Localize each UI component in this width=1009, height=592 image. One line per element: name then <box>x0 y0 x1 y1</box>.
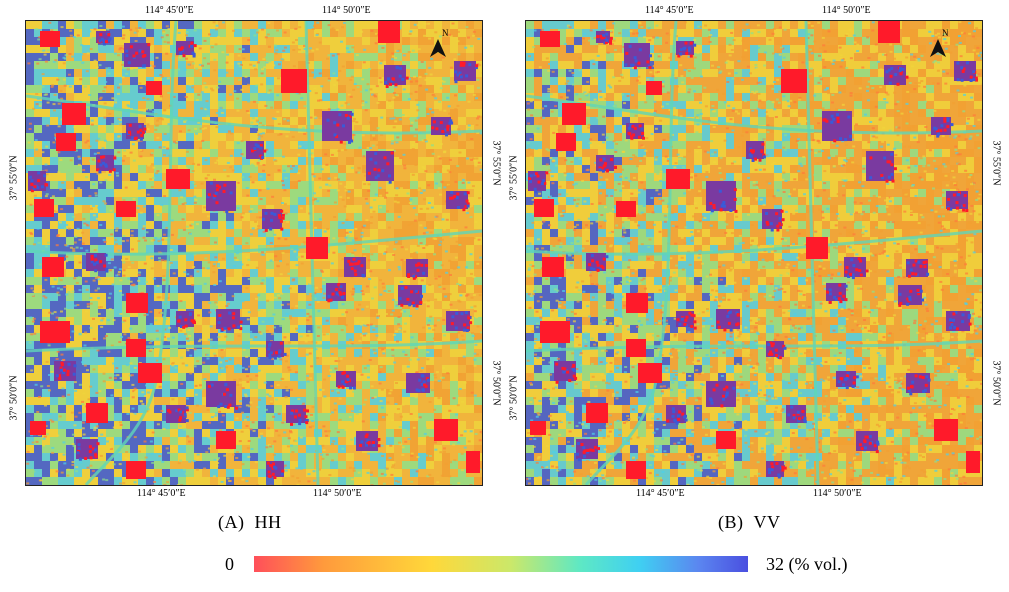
panel-a-top-tick-2: 114° 50′0″E <box>322 5 371 16</box>
panel-b-right-tick-1: 37° 55′0″N <box>990 140 1002 186</box>
raster-texture: N <box>26 21 482 485</box>
panel-b-map: N <box>525 20 983 486</box>
panel-a-left-tick-2: 37° 50′0″N <box>8 375 20 421</box>
panel-a-bottom-tick-1: 114° 45′0″E <box>137 488 186 499</box>
colorbar-max-label: 32 (% vol.) <box>766 554 848 574</box>
panel-b-caption-pol: VV <box>753 512 781 532</box>
panel-b-top-tick-2: 114° 50′0″E <box>822 5 871 16</box>
colorbar <box>254 556 748 572</box>
panel-b-caption-letter: (B) <box>718 512 744 532</box>
panel-a-right-tick-2: 37° 50′0″N <box>490 360 502 406</box>
panel-b-bottom-tick-1: 114° 45′0″E <box>636 488 685 499</box>
panel-b-caption: (B) VV <box>718 512 781 533</box>
panel-b-top-tick-1: 114° 45′0″E <box>645 5 694 16</box>
panel-b-left-tick-1: 37° 55′0″N <box>508 155 520 201</box>
panel-a-caption-letter: (A) <box>218 512 245 532</box>
panel-a-caption: (A) HH <box>218 512 282 533</box>
north-label: N <box>442 28 449 38</box>
colorbar-min-label: 0 <box>225 554 234 574</box>
panel-b-right-tick-2: 37° 50′0″N <box>990 360 1002 406</box>
panel-a-caption-pol: HH <box>254 512 282 532</box>
panel-a-bottom-tick-2: 114° 50′0″E <box>313 488 362 499</box>
north-label: N <box>942 28 949 38</box>
raster-texture: N <box>526 21 982 485</box>
panel-a-map: N <box>25 20 483 486</box>
panel-a-top-tick-1: 114° 45′0″E <box>145 5 194 16</box>
panel-a-right-tick-1: 37° 55′0″N <box>490 140 502 186</box>
north-arrow-icon: N <box>430 28 449 57</box>
panel-b-left-tick-2: 37° 50′0″N <box>508 375 520 421</box>
panel-b-bottom-tick-2: 114° 50′0″E <box>813 488 862 499</box>
panel-a-left-tick-1: 37° 55′0″N <box>8 155 20 201</box>
north-arrow-icon: N <box>930 28 949 57</box>
